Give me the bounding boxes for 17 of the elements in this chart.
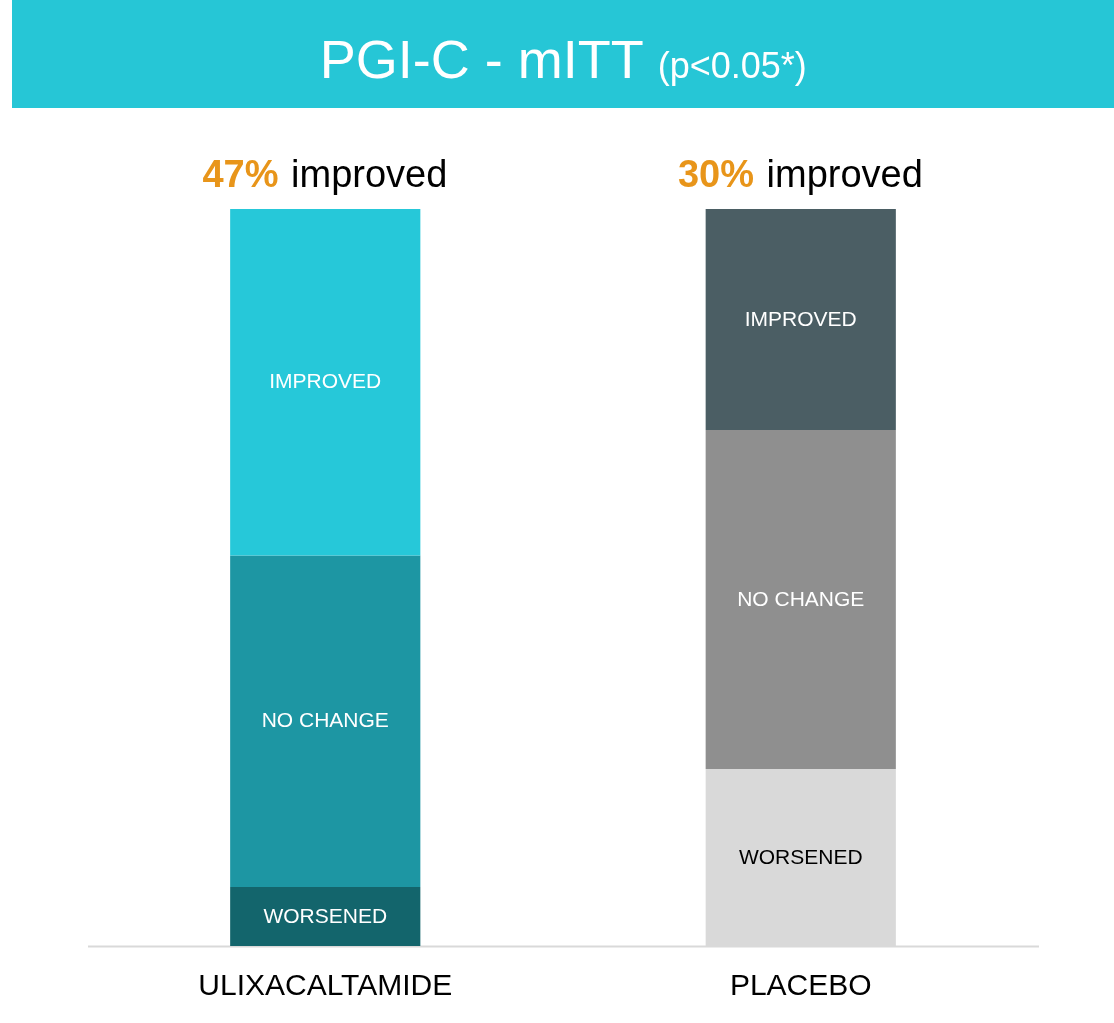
text: WORSENED [738, 844, 863, 868]
x-tick-label: ULIXACALTAMIDE [198, 967, 453, 1001]
bar [230, 555, 421, 888]
bar [230, 887, 421, 946]
series-label: NO CHANGE [737, 586, 865, 610]
series-label: IMPROVED [269, 369, 382, 393]
chart-title: PGI-C - mITT [319, 29, 644, 89]
x-tick-label: PLACEBO [729, 967, 872, 1001]
bar [230, 209, 421, 556]
series-label: WORSENED [263, 903, 388, 927]
text: IMPROVED [744, 306, 857, 330]
bar [705, 209, 896, 431]
chart-subtitle: (p<0.05*) [657, 45, 807, 86]
data-label: 47% improved [202, 153, 448, 195]
data-label: 30% improved [677, 153, 923, 195]
text: NO CHANGE [261, 708, 389, 732]
bar [705, 430, 896, 770]
